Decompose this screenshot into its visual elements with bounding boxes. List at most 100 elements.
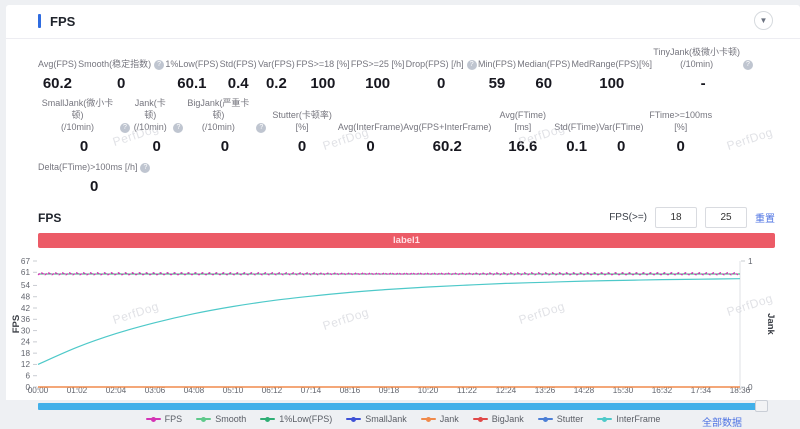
- stat-label: FTime>=100ms [%]: [649, 110, 713, 132]
- stat-label: Delta(FTime)>100ms [/h]?: [38, 161, 151, 174]
- series-fps: [37, 272, 739, 276]
- stat-value: 0: [90, 178, 99, 196]
- legend-item-interframe[interactable]: InterFrame: [597, 414, 660, 424]
- region-label-bar: label1: [38, 233, 775, 249]
- stat-cell: Avg(InterFrame) 0: [337, 121, 404, 156]
- stats-row-2: SmallJank(微小卡顿) (/10min)? 0 Jank(卡顿) (/10m…: [38, 98, 718, 155]
- help-icon[interactable]: ?: [173, 123, 184, 134]
- stat-cell: FPS>=25 [%] 100: [351, 58, 405, 93]
- chart-title: FPS: [38, 210, 62, 225]
- legend-marker-icon: [597, 416, 613, 422]
- legend-label: Jank: [439, 414, 459, 425]
- chart-zoom-scrollbar[interactable]: [38, 400, 768, 413]
- x-tick-label: 13:26: [535, 386, 556, 395]
- x-tick-label: 05:10: [223, 386, 244, 395]
- stat-cell: Delta(FTime)>100ms [/h]? 0: [38, 161, 151, 196]
- legend-item-smalljank[interactable]: SmallJank: [346, 414, 407, 424]
- stat-value: 60: [535, 75, 553, 93]
- help-icon[interactable]: ?: [256, 123, 267, 134]
- legend-label: Smooth: [215, 414, 247, 425]
- legend-label: InterFrame: [616, 414, 661, 425]
- stat-cell: Avg(FTime) [ms] 16.6: [491, 110, 554, 155]
- x-tick-label: 03:06: [145, 386, 166, 395]
- stat-cell: Jank(卡顿) (/10min)? 0: [130, 98, 184, 155]
- stat-cell: MedRange(FPS)[%] 100: [571, 58, 653, 93]
- legend-marker-icon: [537, 416, 553, 422]
- legend-marker-icon: [472, 416, 488, 422]
- legend-label: Stutter: [556, 414, 584, 425]
- x-tick-label: 16:32: [652, 386, 673, 395]
- legend-item-jank[interactable]: Jank: [420, 414, 459, 425]
- stat-value: 60.2: [42, 75, 73, 93]
- y-left-axis-title: FPS: [11, 315, 22, 333]
- x-tick-label: 09:18: [379, 386, 400, 395]
- all-data-link[interactable]: 全部数据: [702, 418, 742, 429]
- legend-marker-icon: [196, 416, 212, 422]
- stat-label: TinyJank(极微小卡顿) (/10min)?: [653, 47, 753, 71]
- help-icon[interactable]: ?: [742, 60, 753, 71]
- x-tick-label: 00:00: [28, 386, 49, 395]
- legend-label: SmallJank: [365, 414, 407, 425]
- help-icon[interactable]: ?: [140, 163, 151, 174]
- stat-cell: FTime>=100ms [%] 0: [643, 110, 718, 155]
- fps-threshold-low-input[interactable]: [655, 207, 697, 229]
- help-icon[interactable]: ?: [154, 60, 165, 71]
- stat-cell: 1%Low(FPS) 60.1: [165, 58, 218, 93]
- stat-cell: Std(FTime) 0.1: [554, 121, 599, 156]
- chart-legend: FPS Smooth 1%Low(FPS) SmallJank Jank BigJank S…: [145, 414, 660, 425]
- fps-line-chart[interactable]: 00:00 01:02 02:04 03:06 04:08 05:10 06:12 07:14…: [6, 251, 800, 401]
- stat-label: Stutter(卡顿率) [%]: [272, 110, 332, 132]
- stat-value: 0: [617, 138, 626, 156]
- panel-title: FPS: [50, 14, 76, 29]
- stat-cell: Avg(FPS) 60.2: [38, 58, 77, 93]
- y-left-tick-label: 42: [21, 304, 31, 313]
- y-left-tick-label: 18: [21, 349, 31, 358]
- y-left-tick-label: 12: [21, 361, 31, 370]
- x-tick-label: 08:16: [340, 386, 361, 395]
- help-icon[interactable]: ?: [120, 123, 130, 134]
- legend-item-bigjank[interactable]: BigJank: [472, 414, 524, 424]
- legend-item-fps[interactable]: FPS: [145, 414, 182, 424]
- y-left-tick-label: 30: [21, 327, 31, 336]
- stat-value: 0: [116, 75, 126, 93]
- stat-label: MedRange(FPS)[%]: [571, 58, 653, 69]
- scrollbar-handle[interactable]: [755, 400, 768, 413]
- legend-label: 1%Low(FPS): [279, 414, 333, 425]
- stat-value: 100: [310, 75, 336, 93]
- x-tick-label: 14:28: [574, 386, 595, 395]
- help-icon[interactable]: ?: [466, 60, 477, 71]
- stat-value: 0: [220, 138, 230, 156]
- x-tick-label: 12:24: [496, 386, 517, 395]
- legend-item-smooth[interactable]: Smooth: [196, 414, 246, 424]
- y-left-tick-label: 67: [21, 257, 31, 266]
- fps-threshold-high-input[interactable]: [705, 207, 747, 229]
- legend-item-stutter[interactable]: Stutter: [537, 414, 584, 425]
- fps-panel: FPS ▼ Avg(FPS) 60.2 Smooth(稳定指数)? 0 1%Low(FP…: [6, 5, 800, 429]
- region-label: label1: [393, 235, 420, 247]
- stat-label: Std(FTime): [554, 121, 599, 132]
- stat-cell: Std(FPS) 0.4: [219, 58, 257, 93]
- y-right-tick-label: 0: [748, 383, 753, 392]
- stats-row-1: Avg(FPS) 60.2 Smooth(稳定指数)? 0 1%Low(FPS) 60.1…: [38, 47, 753, 92]
- stat-label: Avg(InterFrame): [337, 121, 404, 132]
- reset-link[interactable]: 重置: [755, 214, 775, 226]
- x-tick-label: 17:34: [691, 386, 712, 395]
- stat-label: Std(FPS): [219, 58, 257, 69]
- fps-threshold-controls: FPS(>=) 重置: [609, 207, 775, 229]
- y-left-tick-label: 54: [21, 282, 31, 291]
- legend-row: FPS Smooth 1%Low(FPS) SmallJank Jank BigJank S…: [6, 414, 800, 429]
- stat-cell: Stutter(卡顿率) [%] 0: [266, 110, 338, 155]
- stat-label: Min(FPS): [477, 58, 516, 69]
- stat-cell: Min(FPS) 59: [477, 58, 516, 93]
- stats-section: Avg(FPS) 60.2 Smooth(稳定指数)? 0 1%Low(FPS) 60.1…: [6, 39, 800, 195]
- collapse-button[interactable]: ▼: [754, 11, 773, 30]
- legend-item-1-low-fps-[interactable]: 1%Low(FPS): [260, 414, 332, 424]
- x-tick-label: 04:08: [184, 386, 205, 395]
- stat-label: Jank(卡顿) (/10min)?: [130, 98, 184, 134]
- fps-threshold-label: FPS(>=): [609, 212, 647, 224]
- stat-cell: Smooth(稳定指数)? 0: [78, 58, 165, 93]
- stat-value: 0.2: [265, 75, 287, 93]
- stat-cell: BigJank(严重卡顿) (/10min)? 0: [183, 98, 267, 156]
- series-interframe: [37, 278, 741, 366]
- stat-value: 60.1: [177, 75, 207, 93]
